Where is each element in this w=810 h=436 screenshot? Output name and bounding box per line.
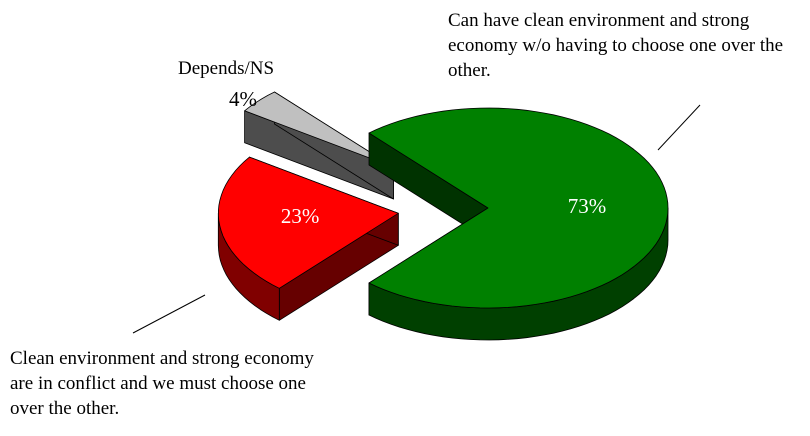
category-label: Clean environment and strong economy are…: [10, 348, 314, 419]
pie-slice: [218, 156, 399, 289]
value-label: 4%: [229, 87, 257, 111]
category-label: Depends/NS: [178, 58, 275, 79]
pie-slice: [368, 107, 669, 309]
value-label: 23%: [281, 204, 320, 228]
category-label: Can have clean environment and strong ec…: [448, 10, 784, 81]
pie-slice: [244, 91, 394, 168]
leader-line: [657, 104, 701, 151]
value-label: 73%: [568, 194, 607, 218]
leader-line: [132, 294, 206, 334]
